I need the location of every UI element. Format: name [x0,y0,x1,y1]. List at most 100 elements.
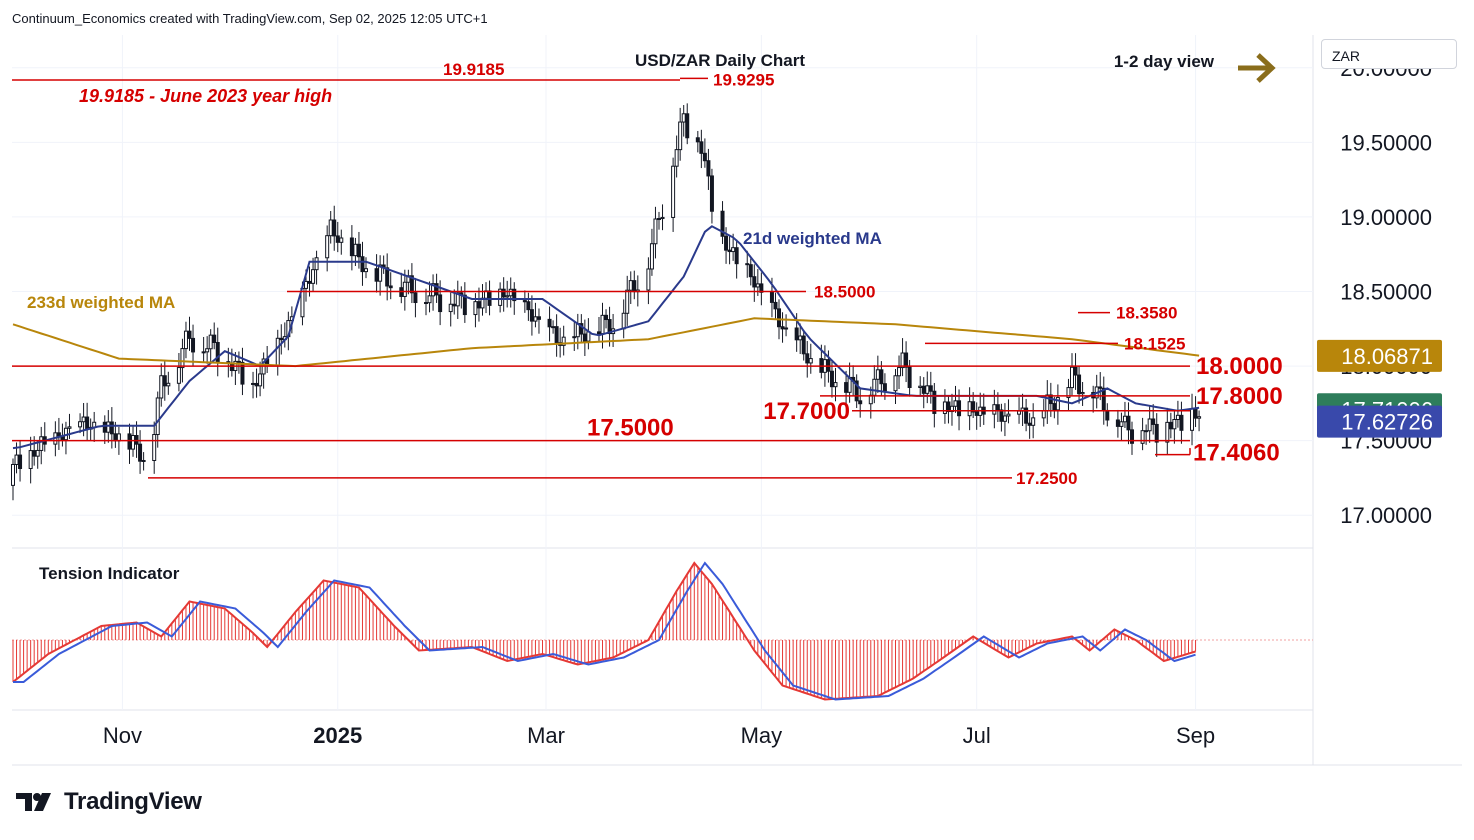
candle-body [1197,416,1202,419]
candle-body [438,294,443,313]
candle-body [1154,423,1159,443]
indicator-title: Tension Indicator [39,564,180,583]
candle-body [39,436,44,451]
candle-body [28,450,33,470]
ma233-annotation: 233d weighted MA [27,293,175,312]
candle-body [999,409,1004,422]
candle-body [752,276,757,288]
candle-body [551,326,556,329]
candle-body [1098,386,1103,389]
candle-body [1002,415,1007,422]
tradingview-logo-icon [16,793,51,811]
candle-body [699,141,704,154]
candle-body [205,348,210,353]
candle-body [724,235,729,251]
candle-body [798,335,803,341]
candle-body [1130,429,1135,444]
price-axis: 17.0000017.5000018.0000018.5000019.00000… [1340,56,1432,528]
x-tick-label: May [741,723,783,748]
candle-body [18,454,23,470]
candle-body [106,421,111,433]
candle-body [872,378,877,396]
candle-body [702,152,707,162]
candle-body [1017,410,1022,415]
candle-body [695,137,700,143]
price-badge-bg [1317,339,1442,372]
candle-body [462,294,467,316]
candle-body [131,435,136,450]
candle-body [498,288,503,306]
tension-indicator-plot [12,561,1197,701]
candle-body [275,337,280,367]
candle-body [685,113,690,139]
candle-body [1179,414,1184,431]
candle-body [607,319,612,335]
candle-body [127,433,132,450]
level-label-18-5000: 18.5000 [814,283,875,302]
candle-body [452,303,457,307]
candle-body [1041,410,1046,419]
candle-body [258,373,263,387]
y-tick-label: 19.50000 [1340,130,1432,155]
candle-body [374,268,379,282]
candle-body [1122,415,1127,423]
candle-body [85,416,90,430]
candle-body [134,435,139,445]
candle-body [35,449,40,457]
candle-body [731,247,736,253]
x-tick-label: Jul [963,723,991,748]
candle-body [473,301,478,316]
candle-body [681,113,686,123]
candle-body [582,333,587,342]
candle-body [314,257,319,271]
tradingview-brand[interactable]: TradingView [16,788,202,816]
candle-body [755,283,760,288]
candle-body [360,256,365,273]
candle-body [325,235,330,259]
candle-body [596,331,601,335]
candle-body [794,327,799,341]
candle-body [706,160,711,177]
level-label-17-4060: 17.4060 [1193,440,1280,467]
candle-body [109,421,114,435]
candle-body [183,330,188,350]
candle-body [201,351,206,354]
candle-body [579,323,584,335]
candle-body [176,367,181,384]
candle-body [928,385,933,392]
candle-body [311,269,316,284]
candle-body [918,385,923,389]
x-tick-label: Mar [527,723,565,748]
x-tick-label: 2025 [313,723,362,748]
candle-body [413,292,418,304]
candle-body [236,360,241,363]
candle-body [547,318,552,328]
candle-body [1172,419,1177,430]
candle-body [1006,413,1011,417]
candle-body [674,149,679,167]
level-label-19-9185: 19.9185 [443,60,504,79]
candle-body [1175,414,1180,421]
candle-body [1190,408,1195,431]
candle-body [155,397,160,436]
candle-body [709,175,714,212]
candle-body [166,382,171,387]
candle-body [508,288,513,297]
candle-body [995,404,1000,411]
candle-body [833,382,838,388]
candle-body [431,283,436,297]
candle-body [897,367,902,377]
symbol-box[interactable]: ZAR [1321,39,1457,69]
tradingview-wordmark: TradingView [64,788,202,815]
candle-body [191,337,196,353]
ma233-line [12,317,1200,368]
candle-body [953,400,958,407]
candle-body [900,352,905,369]
candle-body [727,249,732,253]
candle-body [427,295,432,304]
candle-body [769,291,774,303]
price-badge-value: 18.06871 [1341,344,1433,369]
candle-body [600,314,605,335]
